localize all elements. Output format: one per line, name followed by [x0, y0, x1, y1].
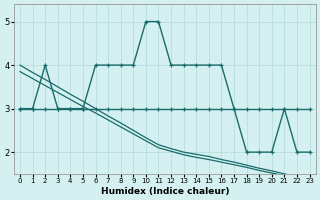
X-axis label: Humidex (Indice chaleur): Humidex (Indice chaleur)	[100, 187, 229, 196]
